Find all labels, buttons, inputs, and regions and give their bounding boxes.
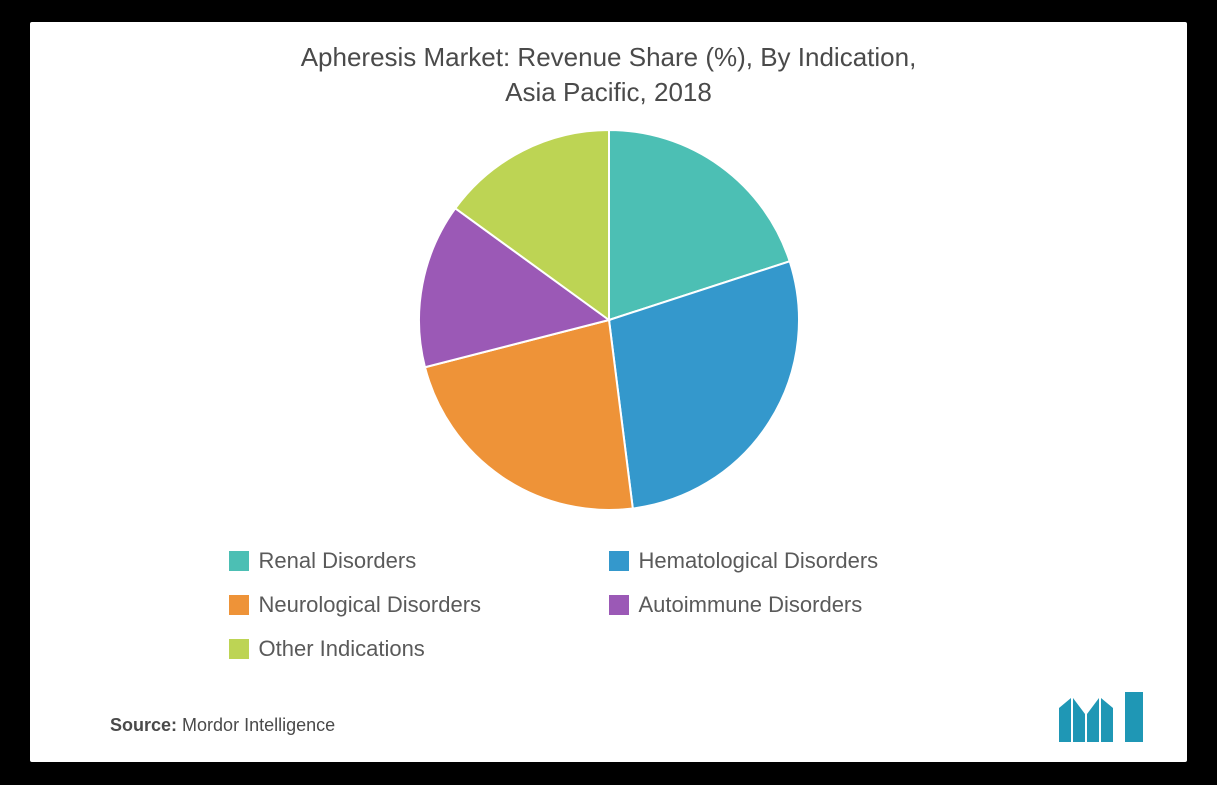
brand-logo <box>1059 686 1149 742</box>
legend-item: Other Indications <box>229 636 609 662</box>
source-value: Mordor Intelligence <box>182 715 335 735</box>
legend-item: Neurological Disorders <box>229 592 609 618</box>
legend-label: Hematological Disorders <box>639 548 879 574</box>
legend: Renal Disorders Hematological Disorders Ne… <box>229 548 989 680</box>
legend-item: Renal Disorders <box>229 548 609 574</box>
chart-card: Apheresis Market: Revenue Share (%), By … <box>30 22 1187 762</box>
legend-swatch <box>229 595 249 615</box>
legend-label: Renal Disorders <box>259 548 417 574</box>
legend-label: Autoimmune Disorders <box>639 592 863 618</box>
pie-chart <box>409 120 809 520</box>
source-label: Source: <box>110 715 177 735</box>
source-attribution: Source: Mordor Intelligence <box>110 715 335 736</box>
legend-label: Neurological Disorders <box>259 592 482 618</box>
pie-container <box>30 120 1187 520</box>
chart-title: Apheresis Market: Revenue Share (%), By … <box>30 22 1187 110</box>
legend-swatch <box>609 595 629 615</box>
legend-swatch <box>229 551 249 571</box>
legend-item: Hematological Disorders <box>609 548 989 574</box>
legend-label: Other Indications <box>259 636 425 662</box>
legend-swatch <box>609 551 629 571</box>
legend-item: Autoimmune Disorders <box>609 592 989 618</box>
chart-title-line2: Asia Pacific, 2018 <box>505 77 712 107</box>
chart-title-line1: Apheresis Market: Revenue Share (%), By … <box>301 42 917 72</box>
legend-swatch <box>229 639 249 659</box>
